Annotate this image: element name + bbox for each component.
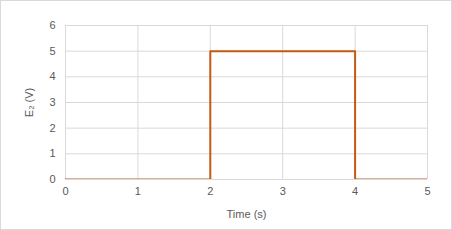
svg-text:1: 1 bbox=[49, 147, 55, 159]
svg-text:5: 5 bbox=[424, 185, 430, 197]
svg-text:Time (s): Time (s) bbox=[227, 208, 267, 220]
svg-text:0: 0 bbox=[62, 185, 68, 197]
svg-text:E₂ (V): E₂ (V) bbox=[23, 88, 35, 117]
svg-text:4: 4 bbox=[352, 185, 358, 197]
svg-text:6: 6 bbox=[49, 19, 55, 31]
svg-text:1: 1 bbox=[135, 185, 141, 197]
svg-text:0: 0 bbox=[49, 173, 55, 185]
svg-text:4: 4 bbox=[49, 70, 55, 82]
svg-text:3: 3 bbox=[49, 96, 55, 108]
svg-text:5: 5 bbox=[49, 45, 55, 57]
svg-text:3: 3 bbox=[280, 185, 286, 197]
svg-text:2: 2 bbox=[207, 185, 213, 197]
svg-text:2: 2 bbox=[49, 122, 55, 134]
